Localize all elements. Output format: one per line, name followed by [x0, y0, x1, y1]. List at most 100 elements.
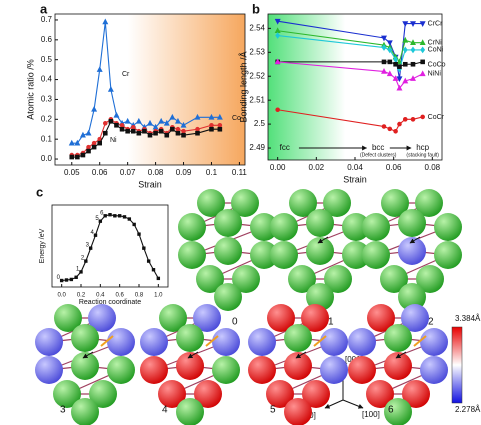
atom	[284, 398, 312, 425]
data-point	[396, 84, 403, 91]
data-point	[122, 215, 127, 219]
x-tick-label: 0.0	[57, 293, 66, 299]
data-point	[113, 214, 117, 218]
atom	[71, 352, 99, 380]
data-point	[68, 139, 75, 146]
atom	[284, 352, 312, 380]
y-tick-label: 0.1	[41, 134, 53, 143]
data-point	[396, 58, 403, 65]
data-point	[209, 122, 214, 128]
data-point	[181, 128, 186, 134]
data-point	[195, 126, 200, 132]
data-point	[274, 18, 281, 25]
data-point	[86, 148, 91, 154]
atom	[248, 356, 276, 384]
atom	[54, 304, 82, 332]
data-point	[158, 128, 164, 134]
data-point	[147, 132, 153, 138]
atom	[324, 265, 352, 293]
atom	[214, 209, 242, 237]
data-point	[175, 130, 181, 136]
data-point	[387, 126, 393, 132]
structure-label: 5	[270, 405, 276, 416]
series-label: CoCo	[428, 62, 446, 69]
data-point	[274, 58, 281, 65]
x-axis-label: Strain	[138, 179, 162, 189]
atom	[342, 241, 370, 269]
data-point	[124, 117, 131, 124]
y-axis-label: Atomic ratio /%	[25, 59, 35, 120]
y-tick-label: 0.5	[41, 55, 53, 64]
data-point	[174, 117, 181, 124]
atom	[384, 352, 412, 380]
displacement-arrow	[313, 335, 327, 347]
data-point	[102, 120, 108, 126]
atom	[367, 304, 395, 332]
x-tick-label: 0.08	[425, 163, 441, 172]
data-point	[410, 46, 416, 54]
data-point	[79, 131, 86, 138]
data-point	[93, 233, 98, 237]
atom-cluster	[35, 304, 135, 425]
data-point	[85, 129, 92, 136]
x-tick-label: 0.08	[148, 168, 164, 177]
atom	[270, 241, 298, 269]
x-tick-label: 0.1	[206, 168, 218, 177]
x-tick-label: 0.11	[232, 168, 248, 177]
x-tick-label: 0.02	[309, 163, 325, 172]
atom	[89, 380, 117, 408]
data-point	[142, 128, 147, 134]
data-point	[158, 117, 165, 124]
data-point	[84, 259, 88, 263]
data-point	[97, 140, 103, 146]
data-point	[80, 152, 86, 158]
data-point	[125, 128, 130, 134]
series-label: CoNi	[428, 47, 444, 54]
y-tick-label: 0.4	[41, 75, 53, 84]
atom	[366, 380, 394, 408]
data-point	[386, 40, 393, 47]
data-point	[194, 113, 201, 120]
data-point	[419, 39, 426, 46]
atom	[348, 328, 376, 356]
data-point	[96, 66, 103, 72]
data-point	[209, 126, 214, 132]
x-tick-label: 0.06	[386, 163, 402, 172]
atom	[323, 189, 351, 217]
plot-frame	[51, 204, 169, 288]
atom	[398, 237, 426, 265]
data-point	[153, 130, 158, 136]
y-tick-label: 2.49	[249, 143, 265, 152]
y-tick-label: 2.54	[249, 23, 265, 32]
data-point	[113, 111, 120, 118]
x-axis-label: Reaction coordinate	[79, 299, 141, 306]
y-tick-label: 0.6	[41, 35, 53, 44]
atom	[214, 283, 242, 311]
atom	[342, 213, 370, 241]
data-point	[387, 46, 393, 54]
panel-label: c	[36, 184, 43, 199]
atom	[159, 304, 187, 332]
atom	[348, 356, 376, 384]
x-tick-label: 0.07	[120, 168, 136, 177]
atom	[35, 356, 63, 384]
point-label: 5	[95, 216, 99, 222]
data-point	[91, 105, 98, 112]
data-point	[164, 132, 170, 138]
data-point	[79, 270, 83, 274]
data-point	[91, 144, 97, 150]
atom	[306, 283, 334, 311]
data-point	[419, 21, 426, 27]
annotation: bcc	[372, 143, 384, 152]
atom	[71, 398, 99, 425]
data-point	[217, 122, 223, 128]
atom	[88, 304, 116, 332]
colorbar-label: 2.278Å	[455, 405, 481, 414]
data-point	[410, 117, 416, 122]
atom	[178, 213, 206, 241]
atom	[301, 304, 329, 332]
x-tick-label: 0.05	[64, 168, 80, 177]
structure-label: 0	[232, 317, 238, 328]
data-point	[216, 113, 223, 120]
atom	[434, 241, 462, 269]
